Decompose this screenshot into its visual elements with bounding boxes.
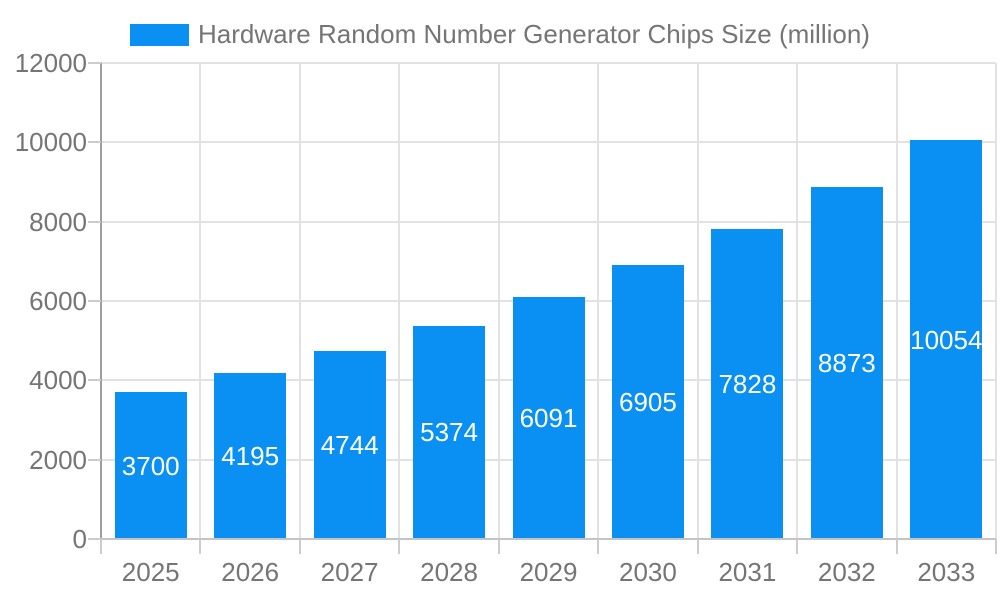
x-gridline — [597, 63, 600, 539]
bar-value-label: 3700 — [121, 450, 180, 481]
x-gridline — [199, 63, 202, 539]
y-axis-label: 0 — [72, 524, 87, 554]
bar-2029[interactable]: 6091 — [512, 297, 585, 539]
x-gridline — [995, 63, 997, 539]
x-tick-mark — [796, 539, 799, 554]
bar-value-label: 5374 — [420, 417, 478, 448]
y-tick-mark — [88, 62, 101, 64]
x-tick-mark — [199, 539, 202, 554]
x-tick-mark — [895, 539, 898, 554]
bar-value-label: 8873 — [817, 348, 876, 379]
y-tick-mark — [88, 538, 101, 540]
x-tick-mark — [995, 539, 997, 554]
x-axis-label: 2031 — [718, 557, 777, 587]
x-axis-label: 2030 — [619, 557, 677, 587]
bar-2025[interactable]: 3700 — [114, 392, 187, 539]
y-gridline — [101, 141, 996, 144]
x-tick-mark — [696, 539, 699, 554]
legend-label: Hardware Random Number Generator Chips S… — [198, 19, 870, 49]
x-axis-label: 2029 — [519, 557, 578, 587]
bar-value-label: 6905 — [619, 387, 677, 418]
x-axis-label: 2026 — [221, 557, 280, 587]
plot-area: 3700 4195 4744 5374 6091 6905 7828 8873 10054 — [100, 62, 997, 540]
bar-2032[interactable]: 8873 — [810, 187, 883, 539]
bar-value-label: 4195 — [221, 440, 280, 471]
bar-value-label: 6091 — [519, 403, 578, 434]
y-axis-label: 10000 — [14, 127, 87, 158]
x-tick-mark — [497, 539, 500, 554]
y-tick-mark — [88, 141, 101, 144]
x-axis-label: 2025 — [121, 557, 180, 587]
bar-2031[interactable]: 7828 — [711, 228, 784, 539]
y-axis-label: 6000 — [29, 286, 87, 316]
bar-2028[interactable]: 5374 — [413, 325, 486, 539]
y-tick-mark — [88, 458, 101, 461]
x-gridline — [398, 63, 401, 539]
x-tick-mark — [398, 539, 401, 554]
bar-2030[interactable]: 6905 — [611, 265, 684, 539]
y-tick-mark — [88, 300, 101, 302]
x-gridline — [796, 63, 799, 539]
x-axis-label: 2033 — [917, 557, 976, 587]
y-axis-label: 8000 — [29, 206, 87, 237]
y-gridline — [101, 62, 996, 64]
bar-value-label: 7828 — [718, 368, 777, 399]
legend-item[interactable]: Hardware Random Number Generator Chips S… — [0, 19, 1000, 50]
y-tick-mark — [88, 220, 101, 223]
x-gridline — [298, 63, 301, 539]
bar-2027[interactable]: 4744 — [313, 350, 386, 539]
legend-swatch — [130, 23, 190, 46]
y-tick-mark — [88, 379, 101, 382]
x-axis-baseline — [101, 538, 996, 540]
x-tick-mark — [597, 539, 600, 554]
x-axis-label: 2027 — [320, 557, 379, 587]
x-axis-label: 2032 — [817, 557, 876, 587]
y-axis-label: 4000 — [29, 365, 87, 396]
y-axis-line — [100, 63, 102, 554]
x-gridline — [696, 63, 699, 539]
y-gridline — [101, 220, 996, 223]
x-tick-mark — [298, 539, 301, 554]
x-tick-mark — [100, 539, 102, 554]
bar-value-label: 4744 — [320, 429, 379, 460]
x-axis-label: 2028 — [420, 557, 478, 587]
bar-value-label: 10054 — [910, 324, 983, 355]
bar-2026[interactable]: 4195 — [214, 372, 287, 539]
x-gridline — [895, 63, 898, 539]
bar-2033[interactable]: 10054 — [910, 140, 982, 539]
y-axis-label: 12000 — [14, 48, 87, 78]
y-axis-label: 2000 — [29, 444, 87, 475]
x-gridline — [497, 63, 500, 539]
